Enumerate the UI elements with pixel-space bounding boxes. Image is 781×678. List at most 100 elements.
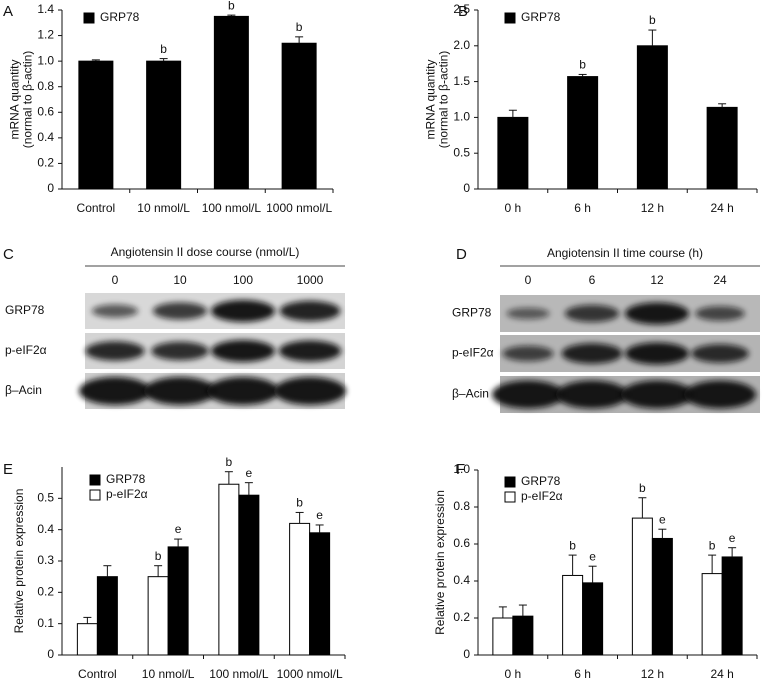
blot-band (279, 300, 341, 322)
blot-band (506, 307, 550, 320)
error-bar (718, 103, 727, 108)
legend-label: p-eIF2α (521, 489, 563, 503)
y-tick-label: 0 (47, 181, 54, 195)
blot-band (625, 302, 689, 325)
error-bar (295, 511, 304, 524)
x-tick-label: 0 h (505, 667, 522, 678)
bar (562, 574, 584, 656)
y-tick-label: 0.5 (37, 491, 54, 505)
blot-title: Angiotensin II dose course (nmol/L) (111, 245, 300, 259)
bar (512, 615, 534, 656)
blot-band (152, 302, 208, 320)
x-tick-label: 6 h (574, 667, 591, 678)
error-bar (498, 606, 507, 618)
error-bar (508, 109, 517, 118)
y-tick-label: 0.6 (453, 536, 470, 550)
legend-swatch (83, 12, 95, 24)
blot-band (556, 380, 628, 409)
blot-band (564, 304, 620, 323)
y-axis-label: mRNA quantity (424, 59, 438, 139)
bar (218, 483, 240, 656)
x-tick-label: 24 h (710, 667, 733, 678)
bar (78, 60, 114, 190)
blot-band (211, 340, 275, 362)
bar (76, 623, 98, 656)
y-tick-label: 1.0 (453, 462, 470, 476)
significance-label: e (316, 508, 323, 522)
significance-label: b (226, 455, 233, 469)
bar (706, 106, 738, 190)
blot-band (502, 345, 554, 362)
blot-row-label: GRP78 (452, 306, 492, 320)
significance-label: b (296, 20, 303, 34)
panel-label: E (3, 461, 13, 478)
y-tick-label: 1.0 (37, 53, 54, 67)
x-tick-label: 24 h (710, 201, 733, 215)
bar (651, 537, 673, 656)
bar (582, 582, 604, 656)
bar (567, 76, 599, 190)
y-axis-label: Relative protein expression (12, 489, 26, 634)
blot-band (695, 306, 745, 321)
y-tick-label: 1.4 (37, 2, 54, 16)
bar (309, 532, 331, 656)
blot-band (492, 380, 564, 409)
panel-label: B (458, 3, 468, 20)
significance-label: b (228, 0, 235, 12)
error-bar (159, 58, 168, 62)
significance-label: e (175, 522, 182, 536)
lane-label: 10 (173, 273, 187, 287)
error-bar (588, 565, 597, 583)
y-tick-label: 0.3 (37, 553, 54, 567)
blot-band (561, 343, 623, 364)
blot-band (211, 300, 275, 322)
legend-swatch (89, 489, 101, 501)
significance-label: e (659, 512, 666, 526)
panel-label: A (3, 3, 13, 20)
blot-band (684, 380, 756, 409)
y-axis-label: Relative protein expression (433, 490, 447, 635)
lane-label: 24 (713, 273, 727, 287)
error-bar (244, 482, 253, 496)
bar (631, 517, 653, 656)
error-bar (728, 547, 737, 557)
blot-band (621, 380, 693, 409)
significance-label: b (579, 58, 586, 72)
bar (238, 494, 260, 656)
panel-label: D (456, 246, 467, 263)
significance-label: b (639, 481, 646, 495)
legend-label: GRP78 (521, 474, 561, 488)
bar (492, 617, 514, 656)
error-bar (295, 36, 304, 44)
significance-label: b (709, 538, 716, 552)
lane-label: 6 (589, 273, 596, 287)
legend-label: p-eIF2α (106, 487, 148, 501)
legend-swatch (89, 474, 101, 486)
y-tick-label: 0 (47, 647, 54, 661)
blot-band (85, 341, 145, 361)
x-tick-label: 0 h (505, 201, 522, 215)
y-tick-label: 1.5 (453, 74, 470, 88)
legend-swatch (504, 491, 516, 503)
blot-band (278, 340, 342, 362)
significance-label: b (569, 538, 576, 552)
y-tick-label: 0.4 (37, 130, 54, 144)
y-tick-label: 0.8 (37, 79, 54, 93)
blot-band (691, 344, 749, 363)
bar (281, 42, 317, 190)
error-bar (658, 528, 667, 539)
legend-swatch (504, 476, 516, 488)
y-tick-label: 0.2 (37, 156, 54, 170)
error-bar (227, 14, 236, 17)
bar (146, 60, 182, 190)
bar (636, 45, 668, 190)
significance-label: e (729, 531, 736, 545)
y-tick-label: 0.4 (453, 573, 470, 587)
y-axis-label: mRNA quantity (8, 59, 22, 139)
bar (289, 522, 311, 656)
error-bar (83, 616, 92, 624)
y-tick-label: 0.6 (37, 104, 54, 118)
bar (96, 576, 118, 656)
bar (167, 546, 189, 656)
blot-row-label: p-eIF2α (452, 346, 494, 360)
